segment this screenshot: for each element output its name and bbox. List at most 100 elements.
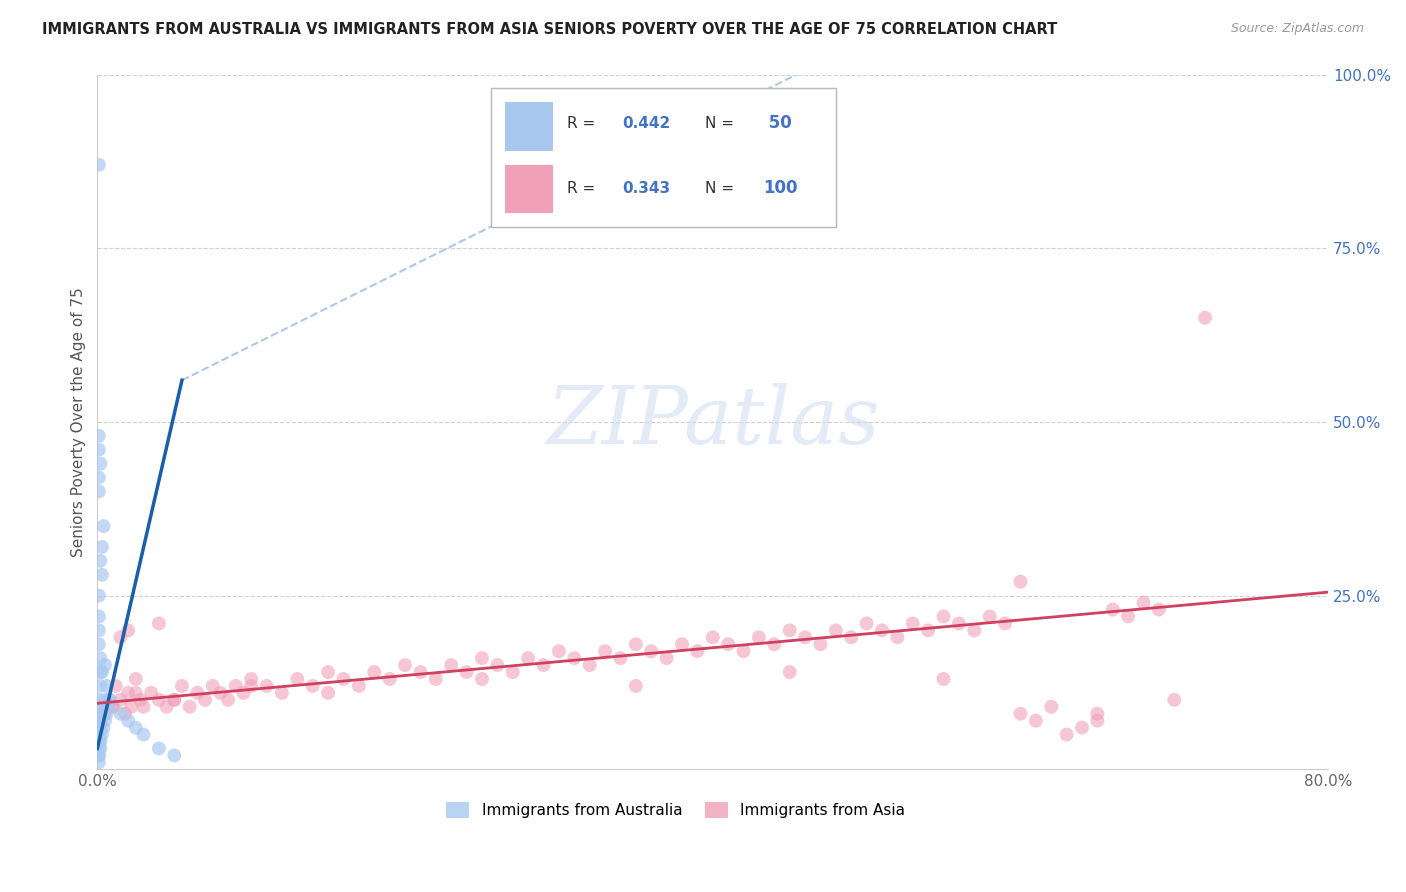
Point	[271, 686, 294, 700]
Point	[456, 665, 478, 679]
Point	[471, 651, 494, 665]
Point	[91, 728, 114, 742]
Text: IMMIGRANTS FROM AUSTRALIA VS IMMIGRANTS FROM ASIA SENIORS POVERTY OVER THE AGE O: IMMIGRANTS FROM AUSTRALIA VS IMMIGRANTS …	[42, 22, 1057, 37]
Point	[186, 686, 208, 700]
Point	[91, 567, 114, 582]
Point	[285, 672, 308, 686]
Point	[256, 679, 278, 693]
Point	[548, 644, 571, 658]
Point	[209, 686, 232, 700]
Point	[117, 714, 139, 728]
Point	[502, 665, 524, 679]
Point	[89, 679, 111, 693]
Point	[562, 651, 585, 665]
Point	[110, 693, 132, 707]
Point	[87, 158, 110, 172]
Point	[91, 706, 114, 721]
Point	[148, 741, 170, 756]
Point	[89, 741, 111, 756]
Point	[225, 679, 247, 693]
Point	[87, 728, 110, 742]
Point	[94, 693, 117, 707]
Point	[91, 540, 114, 554]
Point	[91, 665, 114, 679]
Point	[1085, 714, 1108, 728]
Point	[702, 630, 724, 644]
Point	[779, 624, 801, 638]
Point	[963, 624, 986, 638]
Point	[794, 630, 817, 644]
Point	[870, 624, 893, 638]
Point	[93, 519, 115, 533]
Point	[1025, 714, 1047, 728]
Point	[932, 672, 955, 686]
Point	[125, 672, 148, 686]
Point	[948, 616, 970, 631]
Point	[979, 609, 1001, 624]
Point	[87, 734, 110, 748]
Point	[733, 644, 755, 658]
Point	[89, 734, 111, 748]
Point	[87, 741, 110, 756]
Point	[917, 624, 939, 638]
Point	[89, 665, 111, 679]
Point	[117, 686, 139, 700]
Point	[89, 651, 111, 665]
Point	[87, 429, 110, 443]
Point	[901, 616, 924, 631]
Point	[232, 686, 254, 700]
Point	[110, 630, 132, 644]
Point	[1132, 596, 1154, 610]
Point	[671, 637, 693, 651]
Point	[425, 672, 447, 686]
Point	[1101, 602, 1123, 616]
Point	[89, 714, 111, 728]
Point	[129, 693, 152, 707]
Point	[87, 484, 110, 499]
Point	[301, 679, 323, 693]
Point	[94, 714, 117, 728]
Point	[179, 699, 201, 714]
Point	[87, 714, 110, 728]
Point	[170, 679, 193, 693]
Y-axis label: Seniors Poverty Over the Age of 75: Seniors Poverty Over the Age of 75	[72, 287, 86, 557]
Point	[517, 651, 540, 665]
Point	[98, 693, 121, 707]
Point	[89, 706, 111, 721]
Point	[94, 706, 117, 721]
Point	[1010, 574, 1032, 589]
Point	[1010, 706, 1032, 721]
Point	[763, 637, 786, 651]
Point	[125, 686, 148, 700]
Point	[363, 665, 385, 679]
Point	[1071, 721, 1094, 735]
Point	[87, 624, 110, 638]
Point	[640, 644, 662, 658]
Point	[810, 637, 832, 651]
Point	[87, 721, 110, 735]
Point	[155, 699, 177, 714]
Point	[89, 457, 111, 471]
Point	[87, 637, 110, 651]
Text: Source: ZipAtlas.com: Source: ZipAtlas.com	[1230, 22, 1364, 36]
Point	[132, 728, 155, 742]
Point	[1194, 310, 1216, 325]
Point	[148, 693, 170, 707]
Point	[87, 470, 110, 484]
Point	[932, 609, 955, 624]
Point	[98, 693, 121, 707]
Point	[94, 658, 117, 673]
Point	[609, 651, 631, 665]
Point	[471, 672, 494, 686]
Point	[163, 693, 186, 707]
Point	[409, 665, 432, 679]
Point	[347, 679, 370, 693]
Point	[1116, 609, 1139, 624]
Point	[394, 658, 416, 673]
Point	[93, 699, 115, 714]
Point	[839, 630, 862, 644]
Point	[686, 644, 709, 658]
Point	[101, 699, 124, 714]
Point	[141, 686, 163, 700]
Point	[148, 616, 170, 631]
